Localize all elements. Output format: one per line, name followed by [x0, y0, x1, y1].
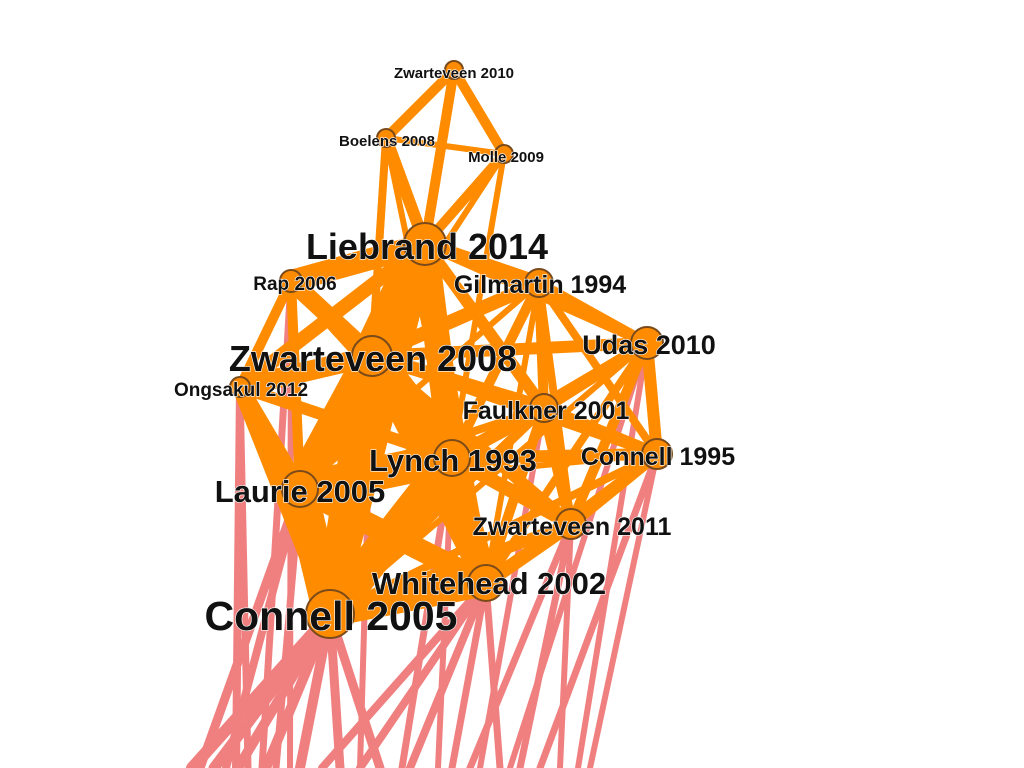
node-rap2006[interactable] [279, 269, 303, 293]
external-edges [186, 277, 661, 768]
edge-udas2010-zwarteveen2008 [366, 337, 653, 362]
edge-faulkner2001-connell1995 [538, 402, 663, 460]
node-label-laurie2005: Laurie 2005 [215, 474, 386, 509]
node-zwarteveen2010[interactable] [444, 60, 464, 80]
node-label-rap2006: Rap 2006 [253, 274, 336, 295]
external-edge-whitehead2002-18 [482, 579, 504, 768]
edge-zwarteveen2010-liebrand2014 [420, 65, 459, 249]
node-connell2005[interactable] [305, 589, 355, 639]
node-label-connell1995: Connell 1995 [581, 443, 735, 471]
external-edge-zwarteveen2011-22 [516, 520, 575, 768]
external-edge-connell1995-24 [536, 450, 661, 768]
external-edge-zwarteveen2011-23 [557, 521, 574, 768]
node-label-connell2005: Connell 2005 [205, 593, 458, 639]
node-label-udas2010: Udas 2010 [582, 330, 716, 360]
node-label-zwarteveen2008: Zwarteveen 2008 [229, 338, 517, 379]
node-lynch1993[interactable] [433, 439, 471, 477]
node-boelens2008[interactable] [376, 128, 396, 148]
node-gilmartin1994[interactable] [524, 268, 554, 298]
node-label-zwarteveen2011: Zwarteveen 2011 [473, 513, 672, 541]
node-label-liebrand2014: Liebrand 2014 [306, 226, 548, 267]
external-edge-laurie2005-4 [195, 484, 305, 768]
node-label-zwarteveen2010: Zwarteveen 2010 [394, 65, 514, 82]
edge-lynch1993-zwarteveen2011 [445, 451, 578, 531]
external-edge-connell2005-13 [325, 609, 385, 768]
node-label-gilmartin1994: Gilmartin 1994 [454, 271, 626, 299]
node-label-ongsakul2012: Ongsakul 2012 [174, 380, 308, 401]
node-liebrand2014[interactable] [403, 222, 447, 266]
node-whitehead2002[interactable] [467, 564, 505, 602]
node-label-molle2009: Molle 2009 [468, 149, 544, 166]
internal-edges [230, 65, 663, 631]
external-edge-connell2005-11 [295, 609, 335, 768]
node-labels: Zwarteveen 2010 Boelens 2008 Molle 2009 Lie… [173, 64, 735, 639]
external-edge-connell2005-12 [325, 609, 345, 768]
edge-connell1995-laurie2005 [297, 451, 660, 492]
node-zwarteveen2008[interactable] [351, 335, 393, 377]
nodes [229, 60, 673, 639]
edge-udas2010-connell1995 [641, 337, 663, 460]
edge-gilmartin1994-zwarteveen2008 [365, 276, 546, 363]
node-zwarteveen2011[interactable] [555, 508, 587, 540]
external-edge-whitehead2002-15 [356, 579, 490, 768]
node-label-boelens2008: Boelens 2008 [339, 133, 435, 150]
edge-gilmartin1994-udas2010 [534, 278, 652, 348]
node-label-lynch1993: Lynch 1993 [369, 443, 537, 478]
external-edge-connell1995-25 [587, 451, 660, 768]
node-label-whitehead2002: Whitehead 2002 [372, 566, 606, 601]
node-ongsakul2012[interactable] [229, 376, 251, 398]
edge-zwarteveen2010-molle2009 [449, 65, 509, 159]
edge-whitehead2002-connell2005 [317, 570, 499, 627]
external-edge-udas2010-26 [507, 340, 650, 768]
node-faulkner2001[interactable] [529, 393, 559, 423]
edge-rap2006-laurie2005 [286, 276, 305, 494]
external-edge-whitehead2002-14 [318, 579, 490, 768]
edge-zwarteveen2010-boelens2008 [381, 65, 459, 143]
external-edge-whitehead2002-16 [406, 579, 490, 768]
node-laurie2005[interactable] [281, 470, 319, 508]
node-udas2010[interactable] [630, 326, 664, 360]
external-edge-connell2005-10 [261, 609, 335, 768]
node-label-faulkner2001: Faulkner 2001 [463, 397, 630, 425]
external-edge-udas2010-27 [575, 340, 650, 768]
edge-rap2006-ongsakul2012 [235, 276, 296, 392]
node-connell1995[interactable] [641, 438, 673, 470]
external-edge-whitehead2002-17 [448, 579, 490, 768]
node-molle2009[interactable] [494, 144, 514, 164]
edge-boelens2008-molle2009 [383, 135, 507, 157]
